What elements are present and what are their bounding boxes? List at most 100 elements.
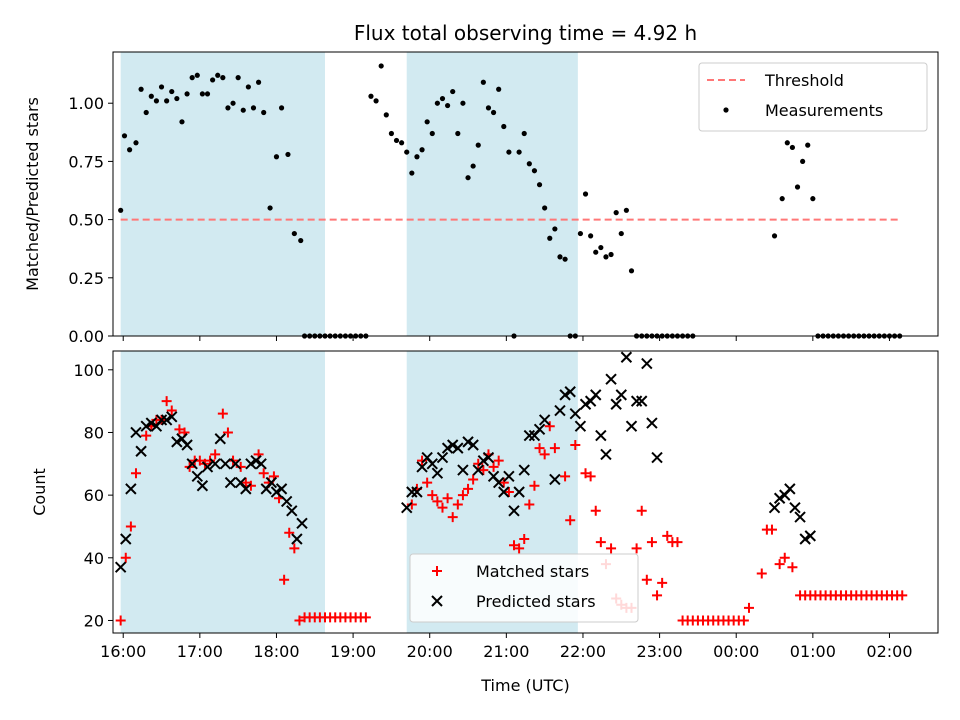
x-tick-label: 01:00 [790,642,836,661]
measurement-point [273,154,280,160]
matched-stars-point [294,615,305,626]
predicted-stars-point [574,420,587,432]
measurement-point [536,182,543,188]
measurement-point [419,147,425,153]
measurement-point [240,107,246,113]
measurement-point [255,79,262,85]
matched-stars-point [120,552,131,563]
matched-stars-point [652,590,663,601]
predicted-stars-point [579,398,592,410]
legend-marker-predicted [431,595,443,607]
measurement-point [582,191,589,197]
predicted-stars-point [214,433,226,445]
y-tick-label: 80 [84,423,104,442]
matched-stars-point [463,483,474,494]
measurement-point [138,86,144,92]
bottom-y-axis-label: Count [30,468,49,516]
predicted-stars-point [436,451,449,464]
measurement-point [143,109,149,116]
predicted-stars-point [280,495,293,508]
legend-label-measurements: Measurements [765,101,883,120]
measurement-point [618,230,624,237]
matched-stars-point [897,590,908,601]
legend-marker-measurements [723,107,729,113]
predicted-stars-point [209,458,221,470]
measurement-point [261,109,267,116]
predicted-stars-point [625,420,638,432]
measurement-point [424,119,430,125]
matched-stars-point [585,471,596,482]
measurement-point [148,93,154,99]
predicted-stars-point [114,561,127,573]
measurement-point [460,100,466,106]
predicted-stars-point [467,439,479,451]
measurement-point [298,237,304,244]
measurement-point [465,175,471,181]
matched-stars-point [738,615,749,626]
matched-stars-point [115,615,126,626]
legend-label-matched-stars: Matched stars [476,562,589,581]
predicted-stars-point [135,445,147,457]
y-tick-label: 0.00 [68,327,104,346]
predicted-stars-point [794,511,806,523]
measurement-point [557,254,563,260]
x-tick-label: 18:00 [253,642,299,661]
measurement-point [368,93,374,99]
shaded-interval-2 [406,52,578,336]
measurement-point [220,75,226,81]
x-axis-label: Time (UTC) [480,676,569,695]
measurement-point [603,254,609,260]
predicted-stars-point [275,483,288,495]
matched-stars-point [493,455,504,466]
predicted-stars-point [191,470,203,483]
matched-stars-point [606,543,617,554]
top-y-axis-label: Matched/Predicted stars [23,97,42,291]
matched-stars-point [529,480,540,491]
measurement-point [388,130,395,137]
y-tick-label: 0.50 [68,211,104,230]
predicted-stars-point [426,458,438,470]
bottom-legend: Matched stars Predicted stars [409,553,639,623]
predicted-stars-point [155,414,168,426]
predicted-stars-point [590,389,602,401]
legend-marker-matched [432,566,442,576]
measurement-point [184,91,190,97]
measurement-point [450,88,456,95]
measurement-point [153,98,160,104]
predicted-stars-point [477,454,490,467]
measurement-point [383,112,389,118]
predicted-stars-point [245,458,257,470]
matched-stars-point [279,574,290,585]
measurement-point [794,184,801,190]
predicted-stars-point [533,423,546,436]
x-tick-label: 21:00 [483,642,529,661]
matched-stars-point [210,449,221,460]
matched-stars-point [519,534,530,544]
series-predicted-stars [114,351,816,573]
predicted-stars-point [286,505,298,517]
predicted-stars-point [181,439,193,451]
measurement-point [199,91,205,97]
predicted-stars-point [224,476,237,489]
matched-stars-point [161,396,172,407]
measurement-point [267,205,273,211]
x-tick-label: 02:00 [866,642,912,661]
measurement-point [121,133,128,139]
measurement-point [245,84,251,90]
predicted-stars-point [411,486,423,498]
matched-stars-point [437,502,448,513]
predicted-stars-point [431,467,444,479]
matched-stars-point [468,474,479,485]
y-tick-label: 40 [84,549,104,568]
y-tick-label: 1.00 [68,94,104,113]
shaded-interval-1 [120,351,325,633]
predicted-stars-point [446,439,459,451]
measurement-point [399,140,405,146]
measurement-point [189,75,195,81]
bottom-y-axis: 20 40 60 80 100 [73,361,113,630]
predicted-stars-point [296,517,308,530]
measurement-point [526,161,532,167]
measurement-point [278,105,285,111]
legend-box [698,62,928,132]
bottom-x-axis: 16:00 17:00 18:00 19:00 20:00 21:00 22:00 23:00… [100,633,913,661]
